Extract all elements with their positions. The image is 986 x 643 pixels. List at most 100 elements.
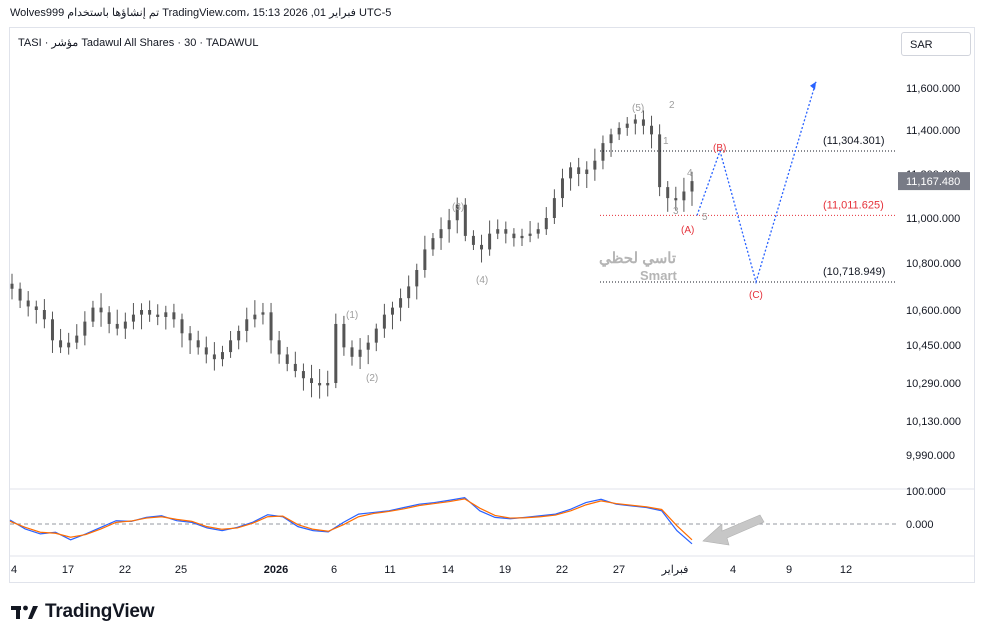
wave-label: (5) [632, 103, 644, 114]
candle-body [633, 119, 637, 124]
projection-line [696, 81, 817, 285]
candle-body [229, 340, 233, 353]
candle-body [34, 306, 38, 310]
fib-levels: (11,304.301) (11,011.625) (10,718.949) [600, 135, 896, 283]
projection-path [696, 81, 817, 285]
candle-body [431, 238, 435, 250]
wave-label: (A) [681, 225, 694, 236]
wave-label: 1 [663, 136, 669, 147]
time-tick-label: 19 [499, 564, 511, 576]
current-price-label: 11,167.480 [906, 176, 960, 188]
candle-body [180, 319, 184, 334]
candle-body [447, 220, 451, 230]
candle-body [148, 310, 152, 315]
candle-body [318, 383, 322, 386]
time-tick-label: 25 [175, 564, 187, 576]
candle-body [601, 143, 605, 161]
candle-series [10, 110, 694, 399]
candle-body [415, 269, 419, 287]
fib-level-label: (10,718.949) [823, 266, 885, 278]
price-tick-label: 11,400.000 [906, 125, 960, 137]
candle-body [569, 167, 573, 179]
wave-label: 4 [687, 168, 693, 179]
tradingview-logo-icon [11, 605, 38, 619]
price-axis: 11,600.00011,400.00011,200.00011,000.000… [898, 83, 970, 462]
candle-body [115, 323, 119, 329]
candle-body [26, 300, 30, 307]
candle-body [261, 312, 265, 315]
tradingview-logo-text: TradingView [45, 601, 155, 622]
candle-body [204, 347, 208, 355]
candle-body [140, 310, 144, 315]
time-tick-label: 12 [840, 564, 852, 576]
candle-body [123, 321, 127, 329]
candle-body [382, 314, 386, 329]
candle-body [188, 333, 192, 341]
candle-body [536, 229, 540, 234]
price-tick-label: 9,990.000 [906, 450, 955, 462]
watermark-arabic: تاسي لحظي [599, 250, 677, 267]
candle-body [617, 127, 621, 135]
candle-body [528, 233, 532, 236]
candle-body [390, 307, 394, 315]
wave-label: (3) [452, 202, 464, 213]
candle-body [164, 312, 168, 317]
price-tick-label: 11,000.000 [906, 213, 960, 225]
candle-body [59, 340, 63, 348]
current-price-tag [898, 172, 970, 191]
time-tick-label: 9 [786, 564, 792, 576]
projection-arrowhead [810, 81, 816, 90]
candle-body [285, 354, 289, 364]
fib-level-label: (11,304.301) [823, 135, 885, 147]
candle-body [269, 312, 273, 341]
candle-body [520, 235, 524, 239]
candle-body [374, 328, 378, 343]
candle-body [310, 378, 314, 383]
annotation-arrow [702, 514, 765, 546]
time-tick-label: 14 [442, 564, 454, 576]
candle-body [350, 347, 354, 357]
candle-body [67, 342, 71, 348]
currency-button[interactable]: SAR [901, 32, 971, 56]
candle-body [342, 323, 346, 348]
candle-body [552, 198, 556, 218]
time-tick-label: 22 [119, 564, 131, 576]
candle-body [301, 371, 305, 379]
wave-label: (C) [749, 290, 763, 301]
candle-body [245, 319, 249, 331]
symbol-info[interactable]: TASI · مؤشر Tadawul All Shares · 30 · TA… [18, 37, 259, 49]
candle-body [512, 233, 516, 239]
oscillator-tick-label: 100.000 [906, 486, 946, 498]
candle-body [423, 249, 427, 270]
wave-label: 2 [669, 100, 675, 111]
candle-body [407, 286, 411, 299]
time-tick-label: 17 [62, 564, 74, 576]
time-axis: 4 17 22 25 2026 6 11 14 19 22 27 فبراير 4 9 12 [10, 555, 974, 576]
candle-body [609, 134, 613, 144]
wave-label: 5 [702, 212, 708, 223]
price-tick-label: 10,130.000 [906, 416, 961, 428]
candle-body [544, 218, 548, 230]
wave-label: (B) [713, 143, 726, 154]
candle-body [658, 134, 662, 188]
candle-body [504, 229, 508, 234]
tradingview-logo[interactable]: TradingView [11, 601, 155, 623]
candle-body [99, 307, 103, 313]
candle-body [577, 167, 581, 174]
fib-level-label: (11,011.625) [823, 199, 884, 211]
oscillator-series-line [9, 496, 693, 545]
candle-body [682, 191, 686, 201]
candle-body [455, 204, 459, 221]
candle-body [220, 352, 224, 360]
candle-body [471, 235, 475, 245]
candle-body [277, 340, 281, 355]
time-tick-label: 4 [730, 564, 736, 576]
price-tick-label: 10,600.000 [906, 305, 961, 317]
candle-body [212, 354, 216, 360]
time-tick-label: 6 [331, 564, 337, 576]
chart-frame [9, 27, 975, 583]
candle-body [10, 283, 14, 289]
price-tick-label: 10,800.000 [906, 258, 961, 270]
candle-body [399, 298, 403, 308]
